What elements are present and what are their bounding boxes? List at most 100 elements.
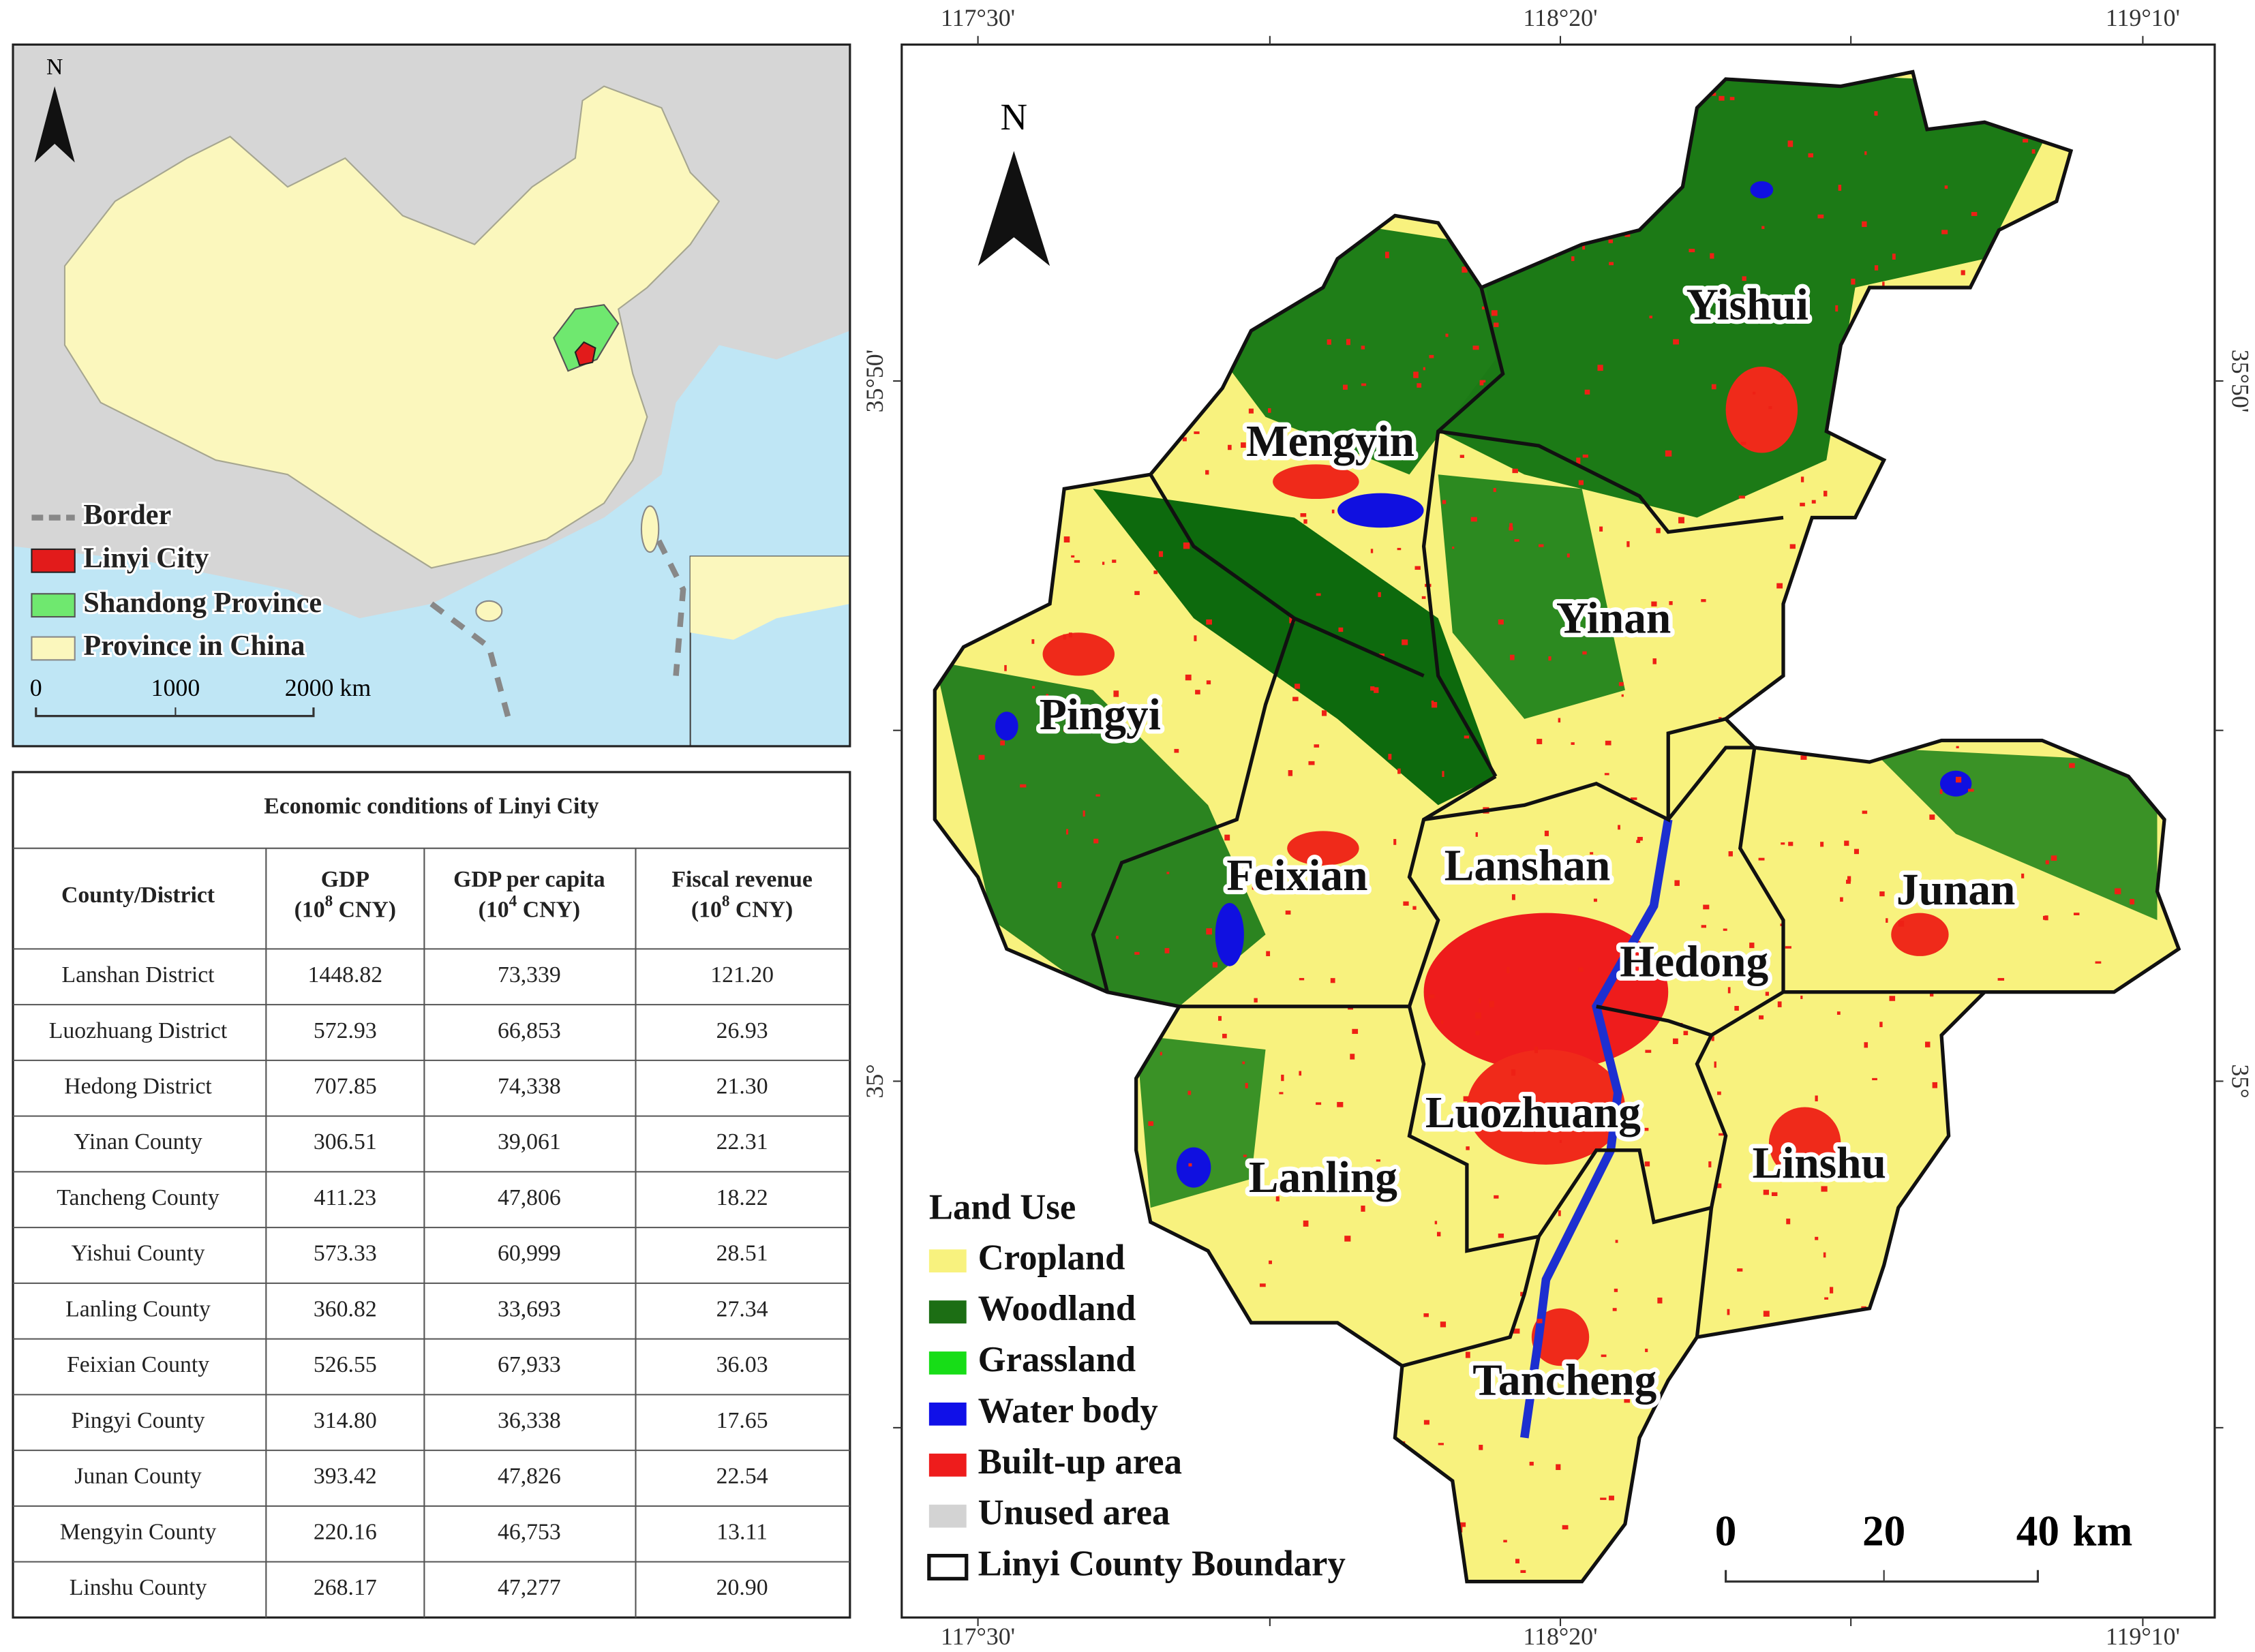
built-up-patch [2042,915,2046,920]
built-up-patch [1614,1288,1618,1292]
built-up-patch [1275,1196,1280,1202]
built-up-patch [1452,547,1455,549]
built-up-patch [1571,742,1575,745]
built-up-patch [1776,583,1783,589]
column-header: Fiscal revenue [671,867,813,892]
built-up-patch [1844,840,1849,846]
axis-label: 35°50' [861,350,888,413]
built-up-patch [1872,1077,1877,1081]
built-up-patch [1621,694,1624,697]
legend-label: Woodland [978,1289,1136,1328]
built-up-patch [1815,1236,1819,1240]
built-up-patch [1813,1179,1819,1182]
built-up-patch [2069,763,2075,768]
built-up-patch [1576,457,1581,464]
built-up-patch [1188,1163,1192,1167]
built-up-patch [1830,1287,1834,1294]
built-up-patch [1301,1169,1306,1174]
county-label: Yinan [1556,594,1671,643]
built-up-patch [1459,455,1464,458]
built-up-patch [1330,978,1335,983]
built-up-patch [1567,553,1570,557]
built-up-patch [1510,654,1515,660]
built-up-patch [1164,948,1170,953]
built-up-patch [1811,500,1816,504]
built-up-patch [1644,1161,1650,1167]
built-up-patch [1847,876,1851,882]
built-up-patch [1475,1012,1481,1019]
built-up-patch [1615,1240,1618,1243]
row-header: Mengyin County [60,1519,217,1544]
built-up-patch [1649,316,1652,319]
built-up-patch [1413,371,1419,378]
axis-label: 35° [2226,1064,2254,1098]
built-up-patch [1534,1046,1538,1054]
built-up-patch [1470,517,1477,522]
built-up-patch [1882,281,1885,288]
built-up-patch [1182,437,1187,442]
built-up-patch [1932,1082,1938,1088]
built-up-patch [1723,928,1727,931]
table-cell: 33,693 [498,1296,561,1321]
built-up-patch [1789,544,1796,549]
axis-label: 119°10' [2106,4,2180,31]
row-header: Junan County [74,1464,202,1489]
built-up-patch [1068,632,1072,638]
unit-exponent: 8 [722,893,730,911]
built-up-patch [1299,978,1305,981]
built-up-patch [1498,1234,1504,1238]
built-up-patch [1781,375,1783,378]
built-up-patch [978,754,985,760]
scale-label: km [2072,1508,2132,1555]
built-up-patch [1402,639,1408,645]
built-up-patch [1113,690,1119,697]
built-up-patch [1728,851,1733,857]
built-up-patch [1195,690,1200,694]
built-up [1891,913,1949,956]
table-cell: 36.03 [716,1352,768,1377]
built-up-patch [1475,1030,1480,1035]
woodland [1093,489,1496,806]
built-up-patch [1968,789,1974,792]
unit: (10 [691,897,722,922]
built-up-patch [1944,185,1948,189]
table-cell: 66,853 [498,1018,561,1043]
built-up-patch [1148,1121,1154,1127]
built-up-patch [1252,884,1258,890]
row-header: Yishui County [72,1241,205,1266]
built-up-patch [1187,1090,1192,1095]
built-up-patch [1673,339,1679,345]
built-up-patch [1116,936,1119,939]
built-up-patch [1266,951,1271,957]
table-cell: 220.16 [314,1519,377,1544]
built-up-patch [1314,744,1320,748]
built-up-patch [1063,728,1069,732]
built-up-patch [2073,913,2080,915]
county-label: Lanling [1249,1153,1397,1202]
built-up-patch [1218,1015,1222,1021]
built-up-patch [1442,500,1447,504]
built-up-patch [1955,776,1962,783]
built-up-patch [1753,391,1756,395]
built-up-patch [1166,872,1170,874]
built-up-patch [1609,1495,1614,1501]
county-boundary [1179,774,1497,1009]
built-up-patch [1031,639,1035,644]
island [475,600,503,622]
built-up-patch [1869,1156,1873,1160]
built-up-patch [1840,897,1843,902]
built-up-patch [1414,566,1421,570]
county-label: Yishui [1686,281,1808,330]
built-up-patch [1956,746,1959,748]
built-up-patch [1582,651,1587,655]
built-up-patch [1316,593,1321,596]
legend-swatch [927,1554,969,1581]
table-cell: 360.82 [314,1296,377,1321]
built-up-patch [1338,627,1344,632]
built-up-patch [1571,256,1575,262]
built-up-patch [1683,1030,1689,1035]
built-up-patch [1063,634,1067,640]
built-up-patch [1153,570,1158,575]
scale-label: 1000 [151,674,200,701]
